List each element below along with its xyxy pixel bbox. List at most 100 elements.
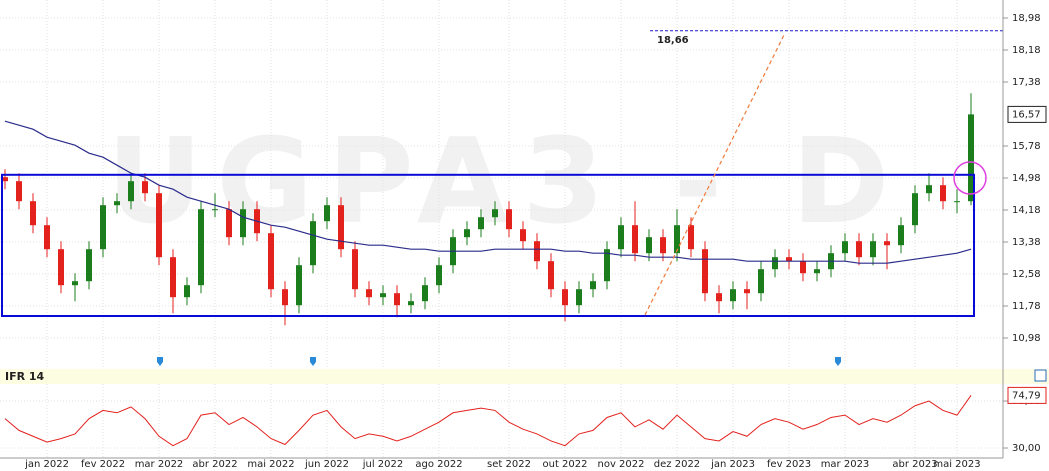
candle-body — [2, 177, 8, 182]
x-tick-label: mai 2022 — [247, 459, 294, 470]
y-tick-label: 17,38 — [1012, 77, 1041, 88]
candle-body — [884, 241, 890, 246]
candle-body — [44, 225, 50, 250]
event-marker[interactable] — [310, 357, 316, 366]
candle-body — [240, 209, 246, 238]
candle-body — [562, 289, 568, 306]
x-tick-label: out 2022 — [542, 459, 587, 470]
panel-title: IFR 14 — [5, 370, 45, 383]
candle-body — [856, 241, 862, 258]
last-value-box — [1007, 105, 1047, 123]
candle-body — [114, 201, 120, 206]
candle-body — [786, 257, 792, 262]
x-tick-label: jun 2022 — [304, 459, 349, 470]
candle-body — [954, 201, 960, 203]
candle-body — [226, 209, 232, 238]
candle-body — [548, 261, 554, 290]
candle-body — [156, 193, 162, 258]
candle-body — [212, 209, 218, 211]
panel-header — [0, 369, 1049, 384]
candle-body — [268, 233, 274, 290]
candle-body — [576, 289, 582, 306]
event-marker[interactable] — [157, 357, 163, 366]
candle-body — [170, 257, 176, 298]
candle-body — [912, 193, 918, 226]
x-tick-label: jan 2023 — [710, 459, 755, 470]
candle-body — [394, 293, 400, 306]
candle-body — [534, 241, 540, 262]
candle-body — [716, 293, 722, 302]
x-tick-label: mar 2023 — [821, 459, 870, 470]
candle-body — [870, 241, 876, 258]
candle-body — [408, 301, 414, 306]
x-tick-label: fev 2023 — [767, 459, 811, 470]
x-tick-label: nov 2022 — [597, 459, 644, 470]
x-tick-label: mar 2022 — [135, 459, 184, 470]
candle-body — [324, 205, 330, 222]
rsi-line — [4, 395, 972, 447]
x-tick-label: fev 2022 — [81, 459, 125, 470]
candle-body — [352, 249, 358, 290]
x-tick-label: mai 2023 — [933, 459, 980, 470]
candle-body — [338, 205, 344, 250]
candle-body — [310, 221, 316, 266]
candle-body — [506, 209, 512, 230]
x-tick-label: abr 2023 — [892, 459, 937, 470]
candle-body — [758, 269, 764, 294]
overlay — [0, 0, 1004, 459]
panel-button[interactable] — [1034, 369, 1047, 382]
event-marker[interactable] — [835, 357, 841, 366]
candle-body — [30, 201, 36, 226]
candle-body — [730, 289, 736, 302]
candle-body — [100, 205, 106, 250]
candle-body — [632, 225, 638, 254]
candle-body — [702, 249, 708, 294]
y-tick-label: 18,18 — [1012, 45, 1041, 56]
candle-body — [674, 225, 680, 254]
candle-body — [688, 225, 694, 250]
candle-body — [646, 237, 652, 254]
y-tick-label: 15,78 — [1012, 141, 1041, 152]
candle-body — [366, 289, 372, 298]
candle-body — [184, 285, 190, 298]
candle-body — [478, 217, 484, 230]
candle-body — [128, 181, 134, 202]
candle-body — [16, 181, 22, 202]
y-tick-label: 12,58 — [1012, 269, 1041, 280]
candle-body — [436, 265, 442, 286]
candle-body — [142, 181, 148, 194]
candle-body — [86, 249, 92, 282]
x-tick-label: jan 2022 — [24, 459, 69, 470]
y-tick-label: 18,98 — [1012, 13, 1041, 24]
trend-line — [644, 32, 786, 316]
highlight-circle — [953, 161, 987, 195]
candle-body — [464, 229, 470, 238]
last-value-label: 16,57 — [1012, 109, 1041, 120]
candle-body — [492, 209, 498, 218]
candle-body — [744, 289, 750, 294]
range-box — [1, 173, 975, 317]
y-tick-label: 30,00 — [1012, 443, 1041, 454]
y-tick-label: 11,78 — [1012, 301, 1041, 312]
y-tick-label: 10,98 — [1012, 333, 1041, 344]
candle-body — [618, 225, 624, 250]
candle-body — [842, 241, 848, 254]
candle-body — [926, 185, 932, 194]
candle-body — [520, 229, 526, 242]
candle-body — [282, 289, 288, 306]
last-value-box — [1007, 386, 1047, 404]
moving-average — [4, 120, 972, 264]
x-tick-label: dez 2022 — [654, 459, 700, 470]
candle-body — [604, 249, 610, 282]
candle-body — [660, 237, 666, 254]
candle-body — [814, 269, 820, 274]
candle-body — [198, 209, 204, 286]
y-tick-label: 13,38 — [1012, 237, 1041, 248]
candle-body — [968, 114, 974, 202]
x-tick-label: jul 2022 — [362, 459, 404, 470]
candle-body — [940, 185, 946, 202]
watermark: UGPA3 - D — [107, 112, 904, 250]
candle-body — [58, 249, 64, 286]
